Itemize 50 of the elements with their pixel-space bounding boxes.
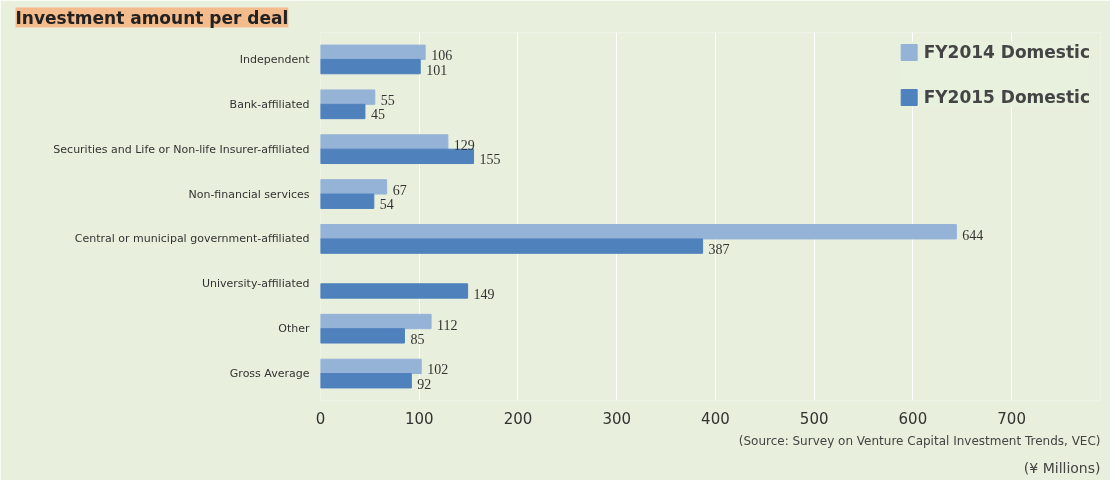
y-tick-label: University-affiliated: [201, 277, 310, 291]
y-tick-label: Bank-affiliated: [229, 97, 310, 111]
bar: [320, 238, 704, 254]
x-axis-title: (¥ Millions): [1023, 459, 1101, 476]
x-tick-label: 600: [898, 409, 928, 428]
bar: [320, 58, 421, 75]
data-label: 102: [427, 362, 449, 378]
bar: [320, 44, 426, 60]
x-tick-label: 0: [315, 409, 326, 428]
data-label: 149: [473, 287, 495, 302]
bar: [320, 358, 422, 375]
x-tick-label: 100: [404, 409, 434, 428]
x-tick-label: 300: [602, 409, 632, 428]
bar: [320, 103, 366, 120]
data-label: 101: [426, 62, 448, 78]
data-label: 106: [431, 48, 453, 64]
data-label: 92: [417, 376, 432, 392]
data-label: 54: [379, 197, 394, 213]
bar: [320, 193, 375, 209]
data-label: 112: [437, 317, 458, 333]
bar: [320, 89, 376, 105]
data-label: 644: [962, 227, 984, 243]
y-tick-label: Independent: [239, 52, 311, 66]
text: (Source: Survey on Venture Capital Investment Trends, VEC): [738, 433, 1101, 448]
bar: [320, 224, 957, 240]
bar: [320, 328, 405, 344]
legend-label: FY2015 Domestic: [923, 87, 1090, 107]
data-label: 85: [410, 331, 425, 347]
x-tick-label: 200: [503, 409, 533, 428]
x-tick-label: 500: [799, 409, 829, 428]
bar: [320, 134, 449, 150]
data-label: 67: [392, 182, 407, 198]
y-tick-label: Securities and Life or Non-life Insurer-affiliated: [53, 142, 310, 156]
bar: [320, 313, 432, 330]
data-label: 45: [370, 107, 385, 123]
y-tick-label: Other: [278, 322, 310, 336]
bar: [320, 373, 412, 389]
x-tick-label: 700: [997, 409, 1026, 428]
x-tick-label: 400: [701, 409, 730, 428]
bar: [320, 179, 388, 195]
data-label: 387: [708, 242, 730, 258]
text: Investment amount per deal: [15, 7, 289, 28]
bar: [320, 148, 475, 165]
y-tick-label: Non-financial services: [188, 187, 310, 201]
y-tick-label: Central or municipal government-affiliated: [74, 232, 310, 246]
bar: [320, 283, 469, 299]
data-label: 55: [380, 93, 395, 109]
y-tick-label: Gross Average: [229, 367, 310, 381]
data-label: 155: [479, 152, 501, 168]
legend-label: FY2014 Domestic: [923, 42, 1090, 62]
